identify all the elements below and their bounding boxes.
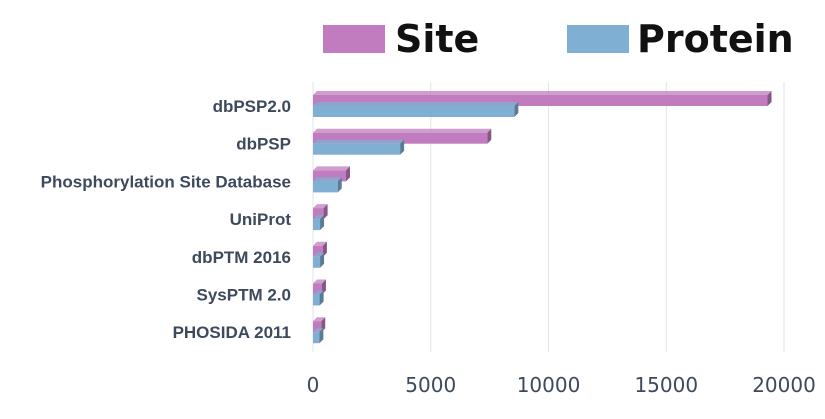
bars: [313, 91, 772, 344]
x-tick-label: 20000: [752, 373, 816, 397]
category-label: SysPTM 2.0: [197, 286, 292, 305]
category-labels: dbPSP2.0 dbPSP Phosphorylation Site Databa…: [41, 97, 292, 342]
x-tick-label: 15000: [634, 373, 698, 397]
grid: [312, 82, 785, 352]
category-label: dbPSP: [236, 135, 291, 154]
category-label: UniProt: [230, 210, 292, 229]
x-tick-label: 5000: [405, 373, 456, 397]
category-label: dbPTM 2016: [192, 248, 291, 267]
category-label: PHOSIDA 2011: [173, 323, 291, 342]
category-label: Phosphorylation Site Database: [41, 172, 291, 191]
bar-site: [313, 128, 492, 144]
bar-protein: [313, 290, 324, 306]
bar-protein: [313, 215, 325, 231]
legend-label-site: Site: [395, 17, 479, 61]
x-tick-label: 0: [307, 373, 320, 397]
legend-swatch-site: [323, 25, 385, 53]
bar-protein: [313, 328, 324, 344]
bar-site: [313, 91, 772, 106]
x-axis-tick-labels: 0 5000 10000 15000 20000: [307, 373, 816, 397]
bar-site: [313, 166, 350, 182]
x-tick-label: 10000: [517, 373, 581, 397]
legend-item-site: Site: [323, 17, 479, 61]
legend-label-protein: Protein: [637, 17, 794, 61]
legend-item-protein: Protein: [567, 17, 794, 61]
bar-protein: [313, 139, 405, 155]
bar-site: [313, 204, 328, 220]
bar-protein: [313, 177, 342, 193]
category-label: dbPSP2.0: [213, 97, 291, 116]
legend: Site Protein: [323, 17, 794, 61]
bar-protein: [313, 252, 325, 268]
legend-swatch-protein: [567, 25, 629, 53]
bar-protein: [313, 102, 519, 117]
